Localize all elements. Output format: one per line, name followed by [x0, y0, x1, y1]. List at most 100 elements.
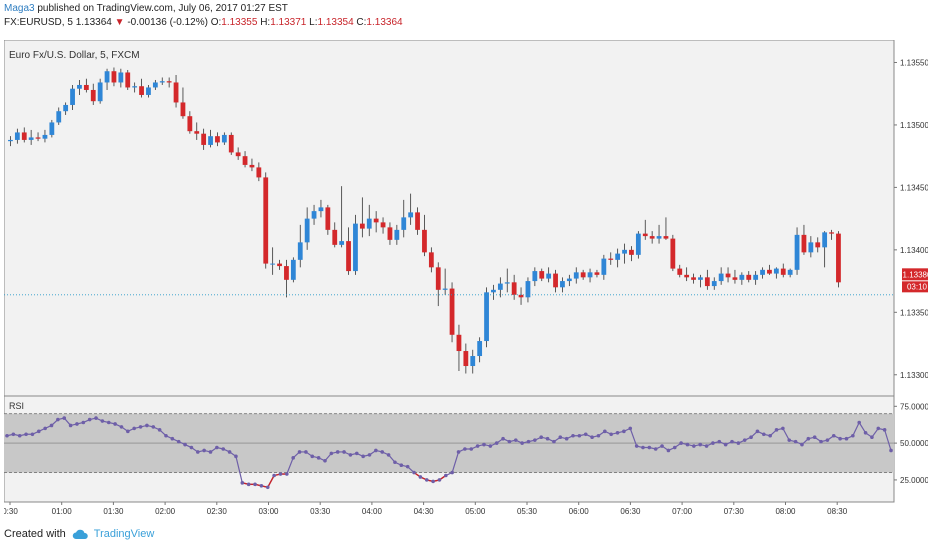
rsi-point: [507, 439, 512, 444]
candle: [332, 222, 338, 248]
candle: [228, 132, 234, 155]
candle: [566, 274, 572, 287]
candle: [221, 132, 227, 145]
rsi-point: [838, 436, 842, 441]
rsi-point: [329, 451, 334, 456]
rsi-oversold-segment: [267, 475, 275, 488]
candle: [125, 69, 131, 90]
rsi-point: [151, 425, 156, 429]
candle: [401, 199, 407, 238]
time-tick-label: 01:00: [52, 507, 73, 516]
rsi-point: [94, 416, 98, 420]
candle: [346, 227, 351, 275]
candle-body: [553, 273, 558, 288]
candle: [491, 284, 496, 300]
publish-line: Maga3 published on TradingView.com, July…: [4, 2, 403, 16]
rsi-point: [711, 441, 715, 445]
rsi-point: [418, 475, 423, 479]
candle-body: [125, 72, 131, 88]
candle-body: [318, 207, 324, 212]
rsi-point: [367, 453, 372, 457]
candle: [704, 269, 710, 290]
candle: [373, 211, 379, 233]
author-link[interactable]: Maga3: [4, 3, 35, 14]
candle: [739, 272, 745, 285]
rsi-point: [119, 425, 124, 429]
rsi-axis[interactable]: 75.0000 50.0000 25.0000: [894, 402, 928, 485]
rsi-point: [844, 436, 849, 441]
candle: [8, 136, 13, 147]
time-tick-label: 02:00: [155, 507, 176, 516]
rsi-point: [596, 433, 601, 438]
price-pane[interactable]: [4, 40, 895, 397]
rsi-point: [583, 432, 588, 437]
candle-body: [815, 242, 821, 248]
rsi-point: [539, 435, 544, 440]
candle-body: [166, 81, 172, 83]
candle-body: [270, 263, 276, 265]
rsi-point: [666, 448, 671, 453]
header: Maga3 published on TradingView.com, July…: [4, 2, 403, 30]
candle: [532, 267, 538, 287]
candle-body: [311, 211, 317, 219]
candle-body: [656, 236, 662, 239]
candle-body: [608, 258, 614, 260]
candle: [822, 231, 828, 268]
candle: [608, 252, 614, 265]
candle-body: [773, 268, 779, 274]
candle: [428, 247, 434, 273]
rsi-point: [291, 456, 295, 460]
time-axis[interactable]: 0:30 01:00 01:30 02:00 02:30 03:00 03:30 04:00 0…: [4, 502, 848, 516]
rsi-point: [335, 450, 340, 454]
candle: [629, 246, 634, 262]
rsi-point: [170, 436, 175, 441]
candle-body: [463, 351, 469, 367]
candle: [746, 271, 752, 283]
rsi-series: [5, 416, 893, 490]
rsi-point: [501, 436, 505, 441]
candle: [670, 234, 676, 272]
candle-body: [152, 82, 158, 88]
tradingview-brand[interactable]: TradingView: [93, 528, 155, 540]
rsi-point: [374, 448, 378, 453]
candle: [263, 172, 269, 269]
rsi-point: [876, 426, 881, 431]
candle: [594, 269, 600, 278]
rsi-point: [513, 438, 518, 442]
candle-body: [146, 87, 151, 95]
candle: [104, 68, 110, 90]
rsi-point: [755, 429, 760, 434]
rsi-point: [227, 450, 232, 454]
candle-body: [580, 272, 586, 278]
chart-area[interactable]: Euro Fx/U.S. Dollar, 5, FXCM 1.135501.13…: [4, 40, 928, 520]
rsi-point: [100, 419, 105, 423]
price-axis[interactable]: 1.13550 1.13500 1.13450 1.13400 1.13350 1.133…: [894, 58, 928, 380]
candle-body: [14, 132, 20, 140]
candle: [518, 287, 524, 305]
open-label: O:: [210, 17, 222, 28]
rsi-point: [564, 436, 569, 441]
candle: [649, 231, 655, 244]
rsi-point: [208, 450, 213, 454]
candle: [456, 324, 462, 372]
rsi-point: [215, 445, 219, 450]
tradingview-cloud-icon: [72, 529, 88, 539]
price-tick-label: 1.13500: [900, 121, 928, 130]
candle-body: [56, 111, 62, 123]
candle-body: [587, 272, 593, 278]
down-arrow-icon: ▼: [114, 17, 125, 28]
candle-body: [132, 86, 138, 88]
candle-body: [256, 167, 262, 178]
candle-body: [249, 164, 255, 168]
rsi-point: [386, 453, 391, 457]
candle: [290, 257, 296, 283]
candle: [21, 127, 27, 143]
candle-body: [491, 289, 496, 293]
rsi-point: [456, 450, 461, 454]
rsi-point: [138, 425, 143, 429]
rsi-point: [164, 433, 168, 438]
candle-body: [359, 223, 365, 229]
candle: [49, 119, 55, 138]
rsi-tick-label: 50.0000: [900, 439, 928, 448]
candle-body: [346, 241, 351, 272]
